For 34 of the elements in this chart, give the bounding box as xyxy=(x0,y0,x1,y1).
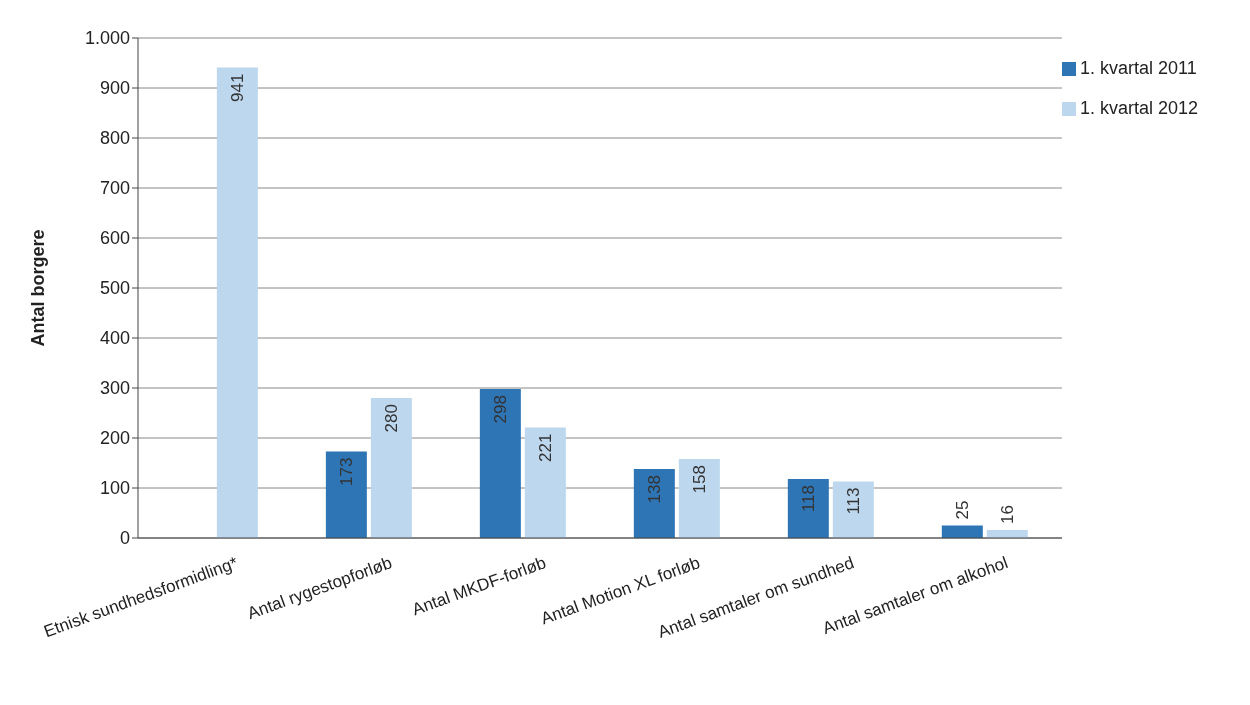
bar xyxy=(787,479,829,538)
bar xyxy=(832,481,874,538)
data-label: 941 xyxy=(227,73,247,102)
bar xyxy=(479,389,521,538)
y-tick-label: 200 xyxy=(99,428,130,449)
data-label: 113 xyxy=(843,487,863,515)
bar xyxy=(678,459,720,538)
data-label: 16 xyxy=(997,505,1017,524)
legend-label: 1. kvartal 2012 xyxy=(1079,98,1198,118)
data-label: 118 xyxy=(798,485,818,513)
data-label: 158 xyxy=(689,465,709,494)
bar xyxy=(216,67,258,538)
y-tick-label: 1.000 xyxy=(84,28,130,49)
y-tick-label: 100 xyxy=(99,478,130,499)
data-label: 298 xyxy=(490,395,510,424)
data-label: 221 xyxy=(535,433,555,462)
data-label: 173 xyxy=(336,457,356,486)
data-label: 138 xyxy=(644,475,664,504)
bar xyxy=(370,398,412,538)
y-tick-label: 300 xyxy=(99,378,130,399)
y-tick-label: 500 xyxy=(99,278,130,299)
legend-label: 1. kvartal 2011 xyxy=(1079,58,1197,78)
bar xyxy=(633,469,675,538)
y-tick-label: 900 xyxy=(99,78,130,99)
bar xyxy=(325,451,367,538)
y-tick-label: 800 xyxy=(99,128,130,149)
y-axis-title: Antal borgere xyxy=(28,229,49,347)
y-tick-label: 0 xyxy=(119,528,130,549)
y-tick-label: 700 xyxy=(99,178,130,199)
y-tick-label: 600 xyxy=(99,228,130,249)
data-label: 25 xyxy=(952,500,972,520)
bar xyxy=(524,427,566,538)
data-label: 280 xyxy=(381,404,401,433)
y-tick-label: 400 xyxy=(99,328,130,349)
